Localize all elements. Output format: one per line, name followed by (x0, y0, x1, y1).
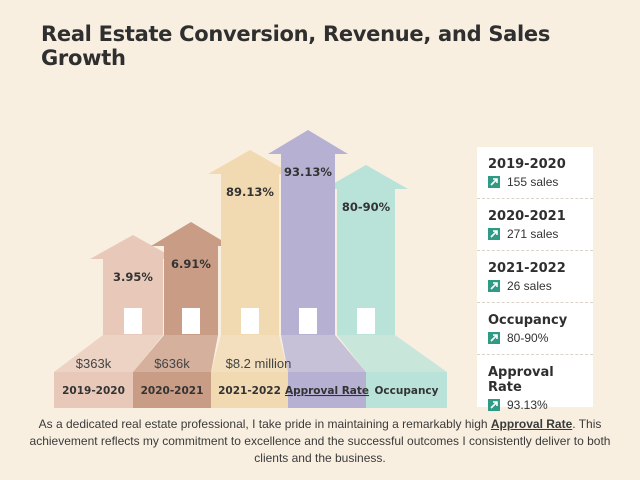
category-band (211, 372, 288, 408)
category-label: Approval Rate (285, 385, 369, 397)
footer-paragraph: As a dedicated real estate professional,… (20, 416, 620, 467)
arrow-up-right-icon (488, 228, 500, 240)
house-percent-label: 80-90% (342, 200, 391, 214)
arrow-up-right-icon (488, 399, 500, 411)
sales-side-panel: 2019-2020 155 sales 2020-2021 271 sales … (477, 147, 593, 412)
category-band (366, 372, 447, 408)
side-item: 2020-2021 271 sales (477, 199, 593, 251)
arrow-up-right-icon (488, 280, 500, 292)
side-item-label: Occupancy (488, 313, 568, 328)
category-band (133, 372, 211, 408)
arrow-up-right-icon (488, 332, 500, 344)
house-door (241, 308, 259, 334)
house-shape (151, 222, 231, 335)
floor-perspective (54, 335, 163, 372)
category-label: 2019-2020 (62, 385, 125, 397)
house-shape (324, 165, 408, 335)
side-item: Approval Rate 93.13% (477, 355, 593, 412)
side-item-label: 2020-2021 (488, 209, 566, 224)
revenue-label: $636k (154, 356, 190, 371)
arrow-up-right-icon (488, 176, 500, 188)
side-item: 2019-2020 155 sales (477, 147, 593, 199)
side-item: Occupancy 80-90% (477, 303, 593, 355)
side-item-value: 93.13% (507, 398, 548, 412)
side-item-label: Approval Rate (488, 365, 554, 395)
floor-perspective (211, 335, 288, 372)
side-item-value: 26 sales (507, 279, 552, 293)
side-item-value: 155 sales (507, 175, 559, 189)
house-shape (90, 235, 176, 335)
house-shape (208, 150, 292, 335)
category-label: Occupancy (375, 385, 439, 397)
footer-text-start: As a dedicated real estate professional,… (38, 417, 491, 431)
revenue-label: $363k (76, 356, 112, 371)
footer-text-end: . This achievement reflects my commitmen… (29, 417, 611, 465)
side-item-value: 80-90% (507, 331, 549, 345)
side-item-label: 2019-2020 (488, 157, 566, 172)
category-band (288, 372, 366, 408)
house-percent-label: 93.13% (284, 165, 332, 179)
house-door (357, 308, 375, 334)
category-band (54, 372, 133, 408)
floor-perspective (133, 335, 218, 372)
footer-highlight: Approval Rate (490, 417, 573, 431)
floor-perspective (337, 335, 447, 372)
category-label: 2020-2021 (141, 385, 204, 397)
side-item-value: 271 sales (507, 227, 559, 241)
house-door (299, 308, 317, 334)
house-door (182, 308, 200, 334)
side-item-label: 2021-2022 (488, 261, 566, 276)
house-percent-label: 6.91% (171, 257, 211, 271)
side-item: 2021-2022 26 sales (477, 251, 593, 303)
house-shape (268, 130, 348, 335)
category-label: 2021-2022 (218, 385, 281, 397)
house-percent-label: 89.13% (226, 185, 274, 199)
house-percent-label: 3.95% (113, 270, 153, 284)
house-door (124, 308, 142, 334)
revenue-label: $8.2 million (226, 356, 292, 371)
page-title: Real Estate Conversion, Revenue, and Sal… (41, 22, 551, 70)
floor-perspective (281, 335, 366, 372)
